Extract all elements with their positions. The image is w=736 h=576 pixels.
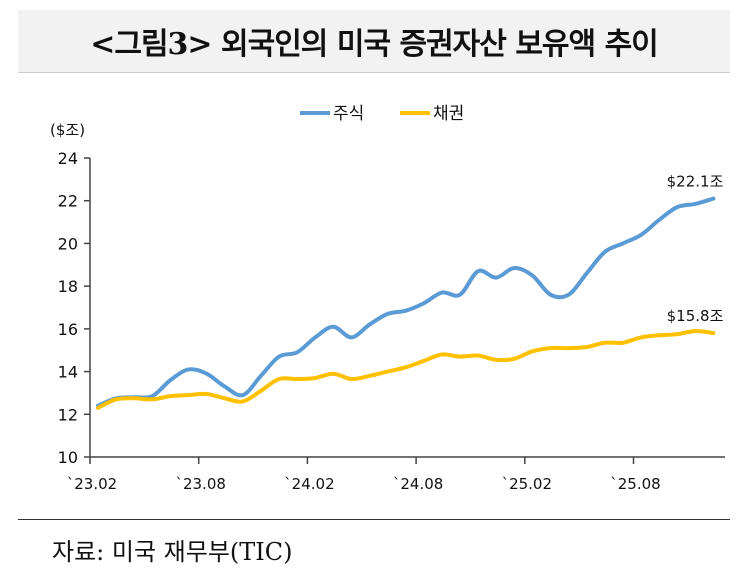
y-tick-label: 18	[58, 277, 78, 296]
legend-label: 주식	[333, 104, 364, 124]
chart-title: <그림3> 외국인의 미국 증권자산 보유액 추이	[18, 10, 730, 73]
y-tick-label: 12	[58, 405, 78, 424]
end-value-label: $22.1조	[667, 173, 724, 191]
source-note: 자료: 미국 재무부(TIC)	[52, 538, 293, 566]
x-tick-label: `23.02	[67, 475, 117, 493]
divider	[18, 519, 730, 520]
x-tick-label: `23.08	[175, 475, 225, 493]
x-tick-label: `25.08	[610, 475, 660, 493]
y-tick-label: 16	[58, 320, 78, 339]
end-value-label: $15.8조	[667, 307, 724, 325]
x-tick-label: `24.02	[284, 475, 334, 493]
x-tick-label: `25.02	[502, 475, 552, 493]
series-line-stocks	[96, 196, 716, 408]
y-tick-label: 22	[58, 192, 78, 211]
y-tick-label: 10	[58, 448, 78, 467]
x-tick-label: `24.08	[393, 475, 443, 493]
legend-label: 채권	[433, 104, 464, 124]
y-tick-label: 14	[58, 363, 78, 382]
y-tick-label: 24	[58, 149, 78, 168]
y-axis-label: ($조)	[50, 121, 85, 139]
y-tick-label: 20	[58, 234, 78, 253]
